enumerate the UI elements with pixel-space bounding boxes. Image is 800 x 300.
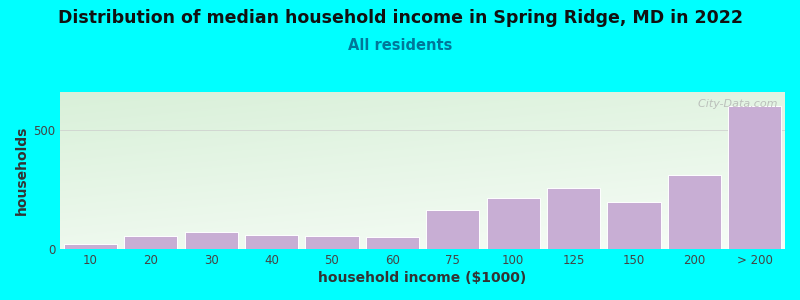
- Bar: [366, 237, 419, 249]
- Bar: [306, 236, 358, 249]
- Bar: [124, 236, 178, 249]
- Bar: [607, 202, 661, 249]
- Text: All residents: All residents: [348, 38, 452, 52]
- Bar: [547, 188, 600, 249]
- Y-axis label: households: households: [15, 125, 29, 215]
- Bar: [728, 106, 782, 249]
- Text: Distribution of median household income in Spring Ridge, MD in 2022: Distribution of median household income …: [58, 9, 742, 27]
- Bar: [426, 210, 479, 249]
- Bar: [486, 198, 540, 249]
- Bar: [64, 244, 117, 249]
- Bar: [185, 232, 238, 249]
- Text: City-Data.com: City-Data.com: [691, 99, 778, 110]
- Bar: [668, 175, 721, 249]
- X-axis label: household income ($1000): household income ($1000): [318, 271, 526, 285]
- Bar: [245, 235, 298, 249]
